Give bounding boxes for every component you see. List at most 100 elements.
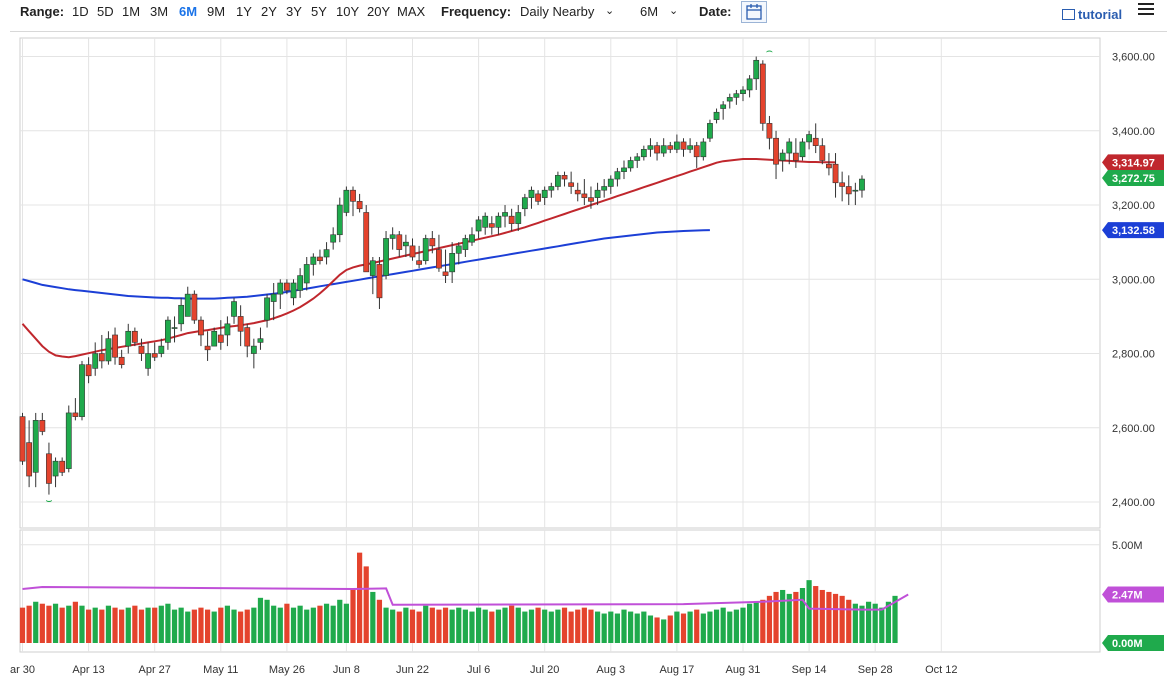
candle-up [92, 353, 99, 369]
volume-bar [621, 609, 627, 643]
volume-bar [628, 611, 634, 643]
volume-bar [733, 609, 739, 643]
volume-bar [370, 591, 376, 643]
range-button-max[interactable]: MAX [397, 4, 426, 19]
volume-bar [396, 611, 402, 643]
volume-bar [495, 609, 502, 643]
candle-down [832, 163, 839, 184]
volume-bar [449, 609, 455, 643]
candle-down [581, 193, 588, 198]
candle-up [733, 93, 740, 98]
candle-down [118, 356, 125, 365]
y-tick-label: 2,800.00 [1112, 349, 1155, 361]
candle-up [125, 330, 132, 347]
volume-bar [694, 609, 700, 643]
volume-bar [409, 609, 416, 643]
volume-bar [661, 619, 667, 643]
volume-bar [647, 615, 654, 643]
frequency-select[interactable]: Daily Nearby [520, 4, 595, 19]
range-button-1y[interactable]: 1Y [236, 4, 252, 19]
chevron-down-icon[interactable]: ⌄ [605, 5, 615, 17]
x-tick-label: Jun 22 [396, 664, 429, 676]
candle-up [621, 167, 627, 172]
toolbar-divider [10, 31, 1167, 32]
volume-bar [806, 580, 812, 643]
range-button-2y[interactable]: 2Y [261, 4, 277, 19]
volume-bar [442, 607, 449, 643]
range-button-10y[interactable]: 10Y [336, 4, 360, 19]
volume-bar [231, 609, 237, 643]
candle-down [561, 175, 568, 180]
candle-down [826, 163, 832, 169]
candle-down [283, 282, 290, 291]
x-tick-label: Aug 17 [659, 664, 694, 676]
x-tick-label: Jul 20 [530, 664, 559, 676]
range-button-1d[interactable]: 1D [72, 4, 89, 19]
volume-bar [588, 609, 594, 643]
volume-bar [581, 607, 587, 643]
volume-bar [26, 605, 32, 643]
volume-bar [832, 593, 839, 643]
volume-bar [793, 591, 799, 643]
range-button-20y[interactable]: 20Y [367, 4, 391, 19]
chevron-down-icon[interactable]: ⌄ [669, 5, 679, 17]
volume-bar [330, 605, 336, 643]
range-button-5d[interactable]: 5D [97, 4, 114, 19]
volume-bar [469, 611, 475, 643]
candle-down [85, 364, 92, 377]
volume-bar [99, 609, 105, 643]
candle-down [317, 256, 323, 262]
range-button-6m[interactable]: 6M [179, 4, 198, 19]
candle-up [640, 149, 647, 158]
volume-bar [171, 609, 178, 643]
hamburger-menu-icon[interactable] [1138, 3, 1154, 17]
candle-up [521, 197, 528, 210]
range-button-1m[interactable]: 1M [122, 4, 141, 19]
range-button-3y[interactable]: 3Y [286, 4, 302, 19]
volume-bar [198, 607, 204, 643]
volume-bar [72, 601, 78, 643]
volume-bar [119, 609, 125, 643]
volume-bar [641, 611, 647, 643]
volume-bar [224, 605, 231, 643]
candle-down [98, 353, 105, 362]
volume-bar [191, 609, 197, 643]
candle-up [799, 141, 806, 158]
candle-up [297, 275, 304, 291]
y-tick-label: 2,600.00 [1112, 423, 1155, 435]
candle-down [759, 63, 766, 124]
x-tick-label: May 26 [269, 664, 305, 676]
tutorial-link[interactable]: tutorial [1062, 7, 1122, 22]
volume-bar [290, 607, 297, 643]
range-button-3m[interactable]: 3M [150, 4, 169, 19]
candle-down [508, 215, 515, 224]
candle-down [680, 141, 687, 150]
x-tick-label: Apr 27 [138, 664, 170, 676]
volume-bar [423, 605, 429, 643]
volume-bar [786, 593, 792, 643]
range-button-5y[interactable]: 5Y [311, 4, 327, 19]
candle-up [231, 301, 237, 317]
volume-bar [383, 607, 389, 643]
volume-bar [594, 611, 601, 643]
extreme-marker: ⌣ [45, 495, 52, 507]
candle-down [151, 353, 158, 358]
y-tick-label: 3,400.00 [1112, 126, 1155, 138]
frequency-label: Frequency: [441, 4, 512, 19]
volume-bar [284, 603, 290, 643]
x-tick-label: Aug 3 [596, 664, 625, 676]
calendar-icon[interactable] [741, 1, 767, 23]
volume-bar [475, 607, 482, 643]
period-select[interactable]: 6M [640, 4, 659, 19]
candle-down [429, 238, 436, 247]
candle-up [158, 345, 165, 354]
volume-bar [112, 607, 118, 643]
volume-bar [79, 605, 85, 643]
candle-up [462, 238, 469, 250]
candle-down [46, 453, 52, 484]
candle-up [528, 189, 535, 198]
range-button-9m[interactable]: 9M [207, 4, 226, 19]
candle-up [627, 160, 634, 169]
x-tick-label: May 11 [203, 664, 238, 676]
